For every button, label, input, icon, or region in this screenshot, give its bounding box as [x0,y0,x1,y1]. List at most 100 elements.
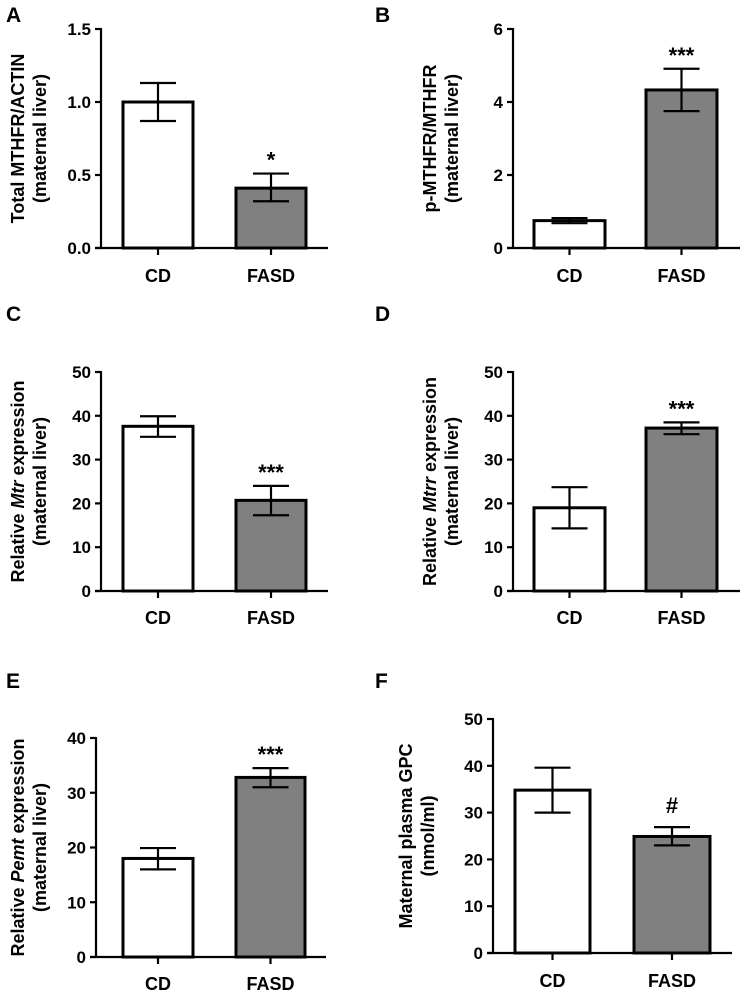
y-axis-label-line2: (maternal liver) [442,417,462,546]
bar-cd [513,788,592,955]
panel-letter: E [6,670,20,693]
bar-fasd [644,88,719,250]
y-tick-label: 20 [484,494,503,513]
y-axis-label-line2: (maternal liver) [30,783,50,912]
y-tick-label: 10 [67,893,86,912]
panel-letter: A [6,4,21,27]
y-tick-label: 1.5 [67,20,91,39]
y-tick-label: 0 [82,582,91,601]
y-axis-label: Relative Mtrr expression (maternal liver) [420,377,462,586]
y-tick-label: 10 [484,538,503,557]
y-tick-label: 2 [494,166,503,185]
y-tick-label: 30 [464,804,483,823]
panel-e: E 0 10 20 30 40 CD FASD *** Relative Pemt express… [6,670,326,994]
significance-marker: *** [258,742,284,767]
y-tick-label: 40 [464,757,483,776]
y-label-gene: Pemt [8,837,28,882]
panel-f: F 0 10 20 30 40 50 CD FASD # Maternal plasma GPC (n… [375,670,732,991]
x-tick-label: FASD [657,608,705,628]
bar-fasd [644,426,719,593]
y-label-text: Relative [420,512,440,586]
y-tick-label: 20 [72,494,91,513]
x-tick-label: FASD [247,608,295,628]
x-tick-label: CD [145,974,171,994]
y-label-text: Total MTHFR/ACTIN [8,54,28,224]
bar-fasd [632,834,712,955]
panel-c: C 0 10 20 30 40 50 CD FASD *** Relative Mtr expres… [6,303,328,628]
y-axis-label: p-MTHFR/MTHFR (maternal liver) [420,65,462,213]
panel-letter: B [375,4,390,27]
y-axis-label: Maternal plasma GPC (nmol/ml) [396,743,438,928]
y-tick-label: 0.0 [67,239,91,258]
panel-d: D 0 10 20 30 40 50 CD FASD *** Relative Mtrr expre… [375,303,740,628]
y-tick-label: 50 [484,363,503,382]
significance-marker: *** [669,43,695,68]
y-label-gene: Mtr [8,480,28,509]
y-axis-label-line1: Relative Mtrr expression [420,377,440,586]
bar-fasd [234,775,307,959]
y-tick-label: 20 [67,839,86,858]
x-tick-label: CD [557,266,583,286]
y-axis-label-line1: Total MTHFR/ACTIN [8,54,28,224]
y-axis-label: Relative Pemt expression (maternal liver) [8,738,50,956]
bar-cd [532,219,607,250]
panel-b: B 0 2 4 6 CD FASD *** p-MTHFR/MTHFR (maternal liv… [375,4,740,286]
y-tick-label: 40 [484,407,503,426]
y-tick-label: 0 [494,582,503,601]
y-tick-label: 50 [72,363,91,382]
panel-letter: C [6,303,21,326]
y-label-suffix: expression [420,377,440,477]
y-tick-label: 10 [72,538,91,557]
y-tick-label: 1.0 [67,93,91,112]
y-label-text: Relative [8,509,28,583]
y-label-suffix: expression [8,380,28,480]
y-axis-label: Total MTHFR/ACTIN (maternal liver) [8,54,50,224]
y-axis-label-line1: Relative Mtr expression [8,380,28,582]
y-tick-label: 10 [464,897,483,916]
panel-letter: D [375,303,390,326]
x-tick-label: CD [557,608,583,628]
significance-marker: *** [669,396,695,421]
significance-marker: *** [258,460,284,485]
y-tick-label: 6 [494,20,503,39]
y-tick-label: 40 [72,407,91,426]
y-label-text: Relative [8,883,28,957]
y-axis-label-line2: (maternal liver) [442,74,462,203]
x-tick-label: FASD [657,266,705,286]
y-tick-label: 0 [474,944,483,963]
bar-cd [121,856,195,959]
y-axis-label: Relative Mtr expression (maternal liver) [8,380,50,582]
x-tick-label: FASD [246,974,294,994]
y-axis-label-line2: (maternal liver) [30,74,50,203]
y-tick-label: 0 [77,948,86,967]
y-tick-label: 20 [464,850,483,869]
x-tick-label: CD [145,608,171,628]
y-tick-label: 30 [67,784,86,803]
y-axis-label-line1: Relative Pemt expression [8,738,28,956]
y-tick-label: 30 [72,451,91,470]
significance-marker: # [666,793,678,818]
y-axis-label-line2: (nmol/ml) [418,796,438,877]
y-tick-label: 40 [67,729,86,748]
y-label-suffix: expression [8,738,28,838]
y-label-gene: Mtrr [420,476,440,512]
y-label-text: Maternal plasma GPC [396,743,416,928]
y-label-text: p-MTHFR/MTHFR [420,65,440,213]
x-tick-label: FASD [247,266,295,286]
panel-letter: F [375,670,388,693]
panel-a: A 0.0 0.5 1.0 1.5 CD FASD * Total MTHFR/ACTIN (ma… [6,4,328,286]
y-tick-label: 0.5 [67,166,91,185]
significance-marker: * [267,148,276,173]
y-axis-label-line1: p-MTHFR/MTHFR [420,65,440,213]
y-tick-label: 4 [494,93,504,112]
y-tick-label: 50 [464,710,483,729]
y-tick-label: 30 [484,451,503,470]
bar-cd [121,424,195,593]
y-tick-label: 0 [494,239,503,258]
y-axis-label-line2: (maternal liver) [30,417,50,546]
bar-cd [121,100,195,250]
x-tick-label: FASD [648,971,696,991]
y-axis-label-line1: Maternal plasma GPC [396,743,416,928]
x-tick-label: CD [145,266,171,286]
x-tick-label: CD [540,971,566,991]
